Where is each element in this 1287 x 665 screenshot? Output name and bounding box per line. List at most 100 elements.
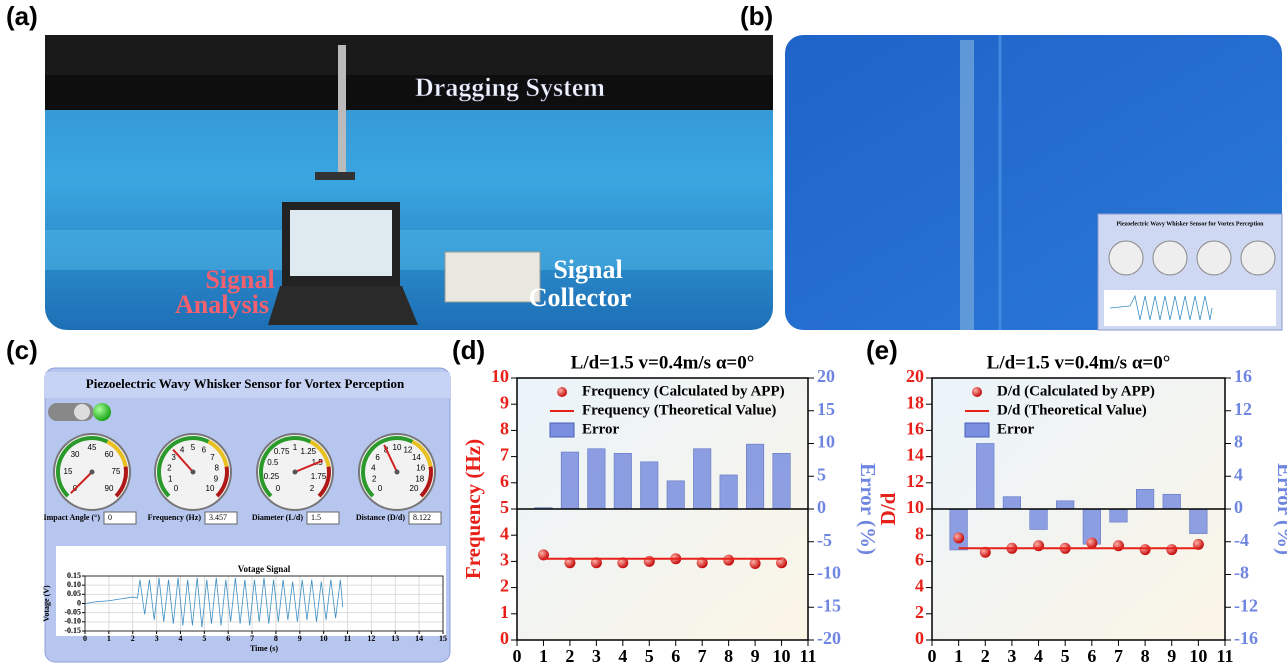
gauge-hub bbox=[191, 470, 196, 475]
scatter-point bbox=[1113, 540, 1124, 551]
panel-label: (c) bbox=[6, 335, 38, 365]
toggle-knob[interactable] bbox=[74, 404, 90, 420]
gauge-tick-label: 0 bbox=[174, 484, 179, 493]
scatter-point bbox=[1140, 544, 1151, 555]
y-tick-label: 6 bbox=[500, 471, 509, 491]
gauge-hub bbox=[90, 470, 95, 475]
gauge-tick-label: 90 bbox=[105, 484, 114, 493]
inset-gauge bbox=[1153, 241, 1187, 275]
scatter-point bbox=[644, 556, 655, 567]
photo-label: Signal bbox=[553, 255, 622, 284]
x-tick-label: 5 bbox=[645, 646, 654, 665]
gauge-tick-label: 20 bbox=[410, 484, 419, 493]
gauge-tick-label: 10 bbox=[393, 443, 402, 452]
x-tick-label: 8 bbox=[1141, 646, 1150, 665]
legend-symbol bbox=[965, 423, 989, 437]
gauge-tick-label: 15 bbox=[64, 467, 73, 476]
photo-b: Piezoelectric Wavy Whisker Sensor for Vo… bbox=[785, 35, 1282, 330]
gauge-tick-label: 0.25 bbox=[264, 472, 280, 481]
panel-label: (e) bbox=[866, 335, 898, 365]
y-axis-label: D/d bbox=[876, 492, 900, 525]
gauge-tick-label: 2 bbox=[372, 475, 377, 484]
y2-tick-label: -8 bbox=[1234, 563, 1249, 583]
gauge-tick-label: 4 bbox=[180, 446, 185, 455]
gauge-tick-label: 0.75 bbox=[274, 447, 290, 456]
y2-tick-label: 0 bbox=[1234, 497, 1243, 517]
laptop-base bbox=[268, 286, 418, 325]
y2-tick-label: 4 bbox=[1234, 464, 1243, 484]
x-tick-label: 6 bbox=[671, 646, 680, 665]
pole bbox=[338, 45, 346, 175]
gauge-value: 1.5 bbox=[311, 513, 321, 522]
y-tick-label: 0.05 bbox=[67, 589, 81, 598]
y-tick-label: 14 bbox=[906, 445, 924, 465]
scatter-point bbox=[1033, 540, 1044, 551]
x-tick-label: 2 bbox=[131, 634, 135, 643]
y-tick-label: 2 bbox=[915, 602, 924, 622]
x-tick-label: 5 bbox=[202, 634, 206, 643]
x-tick-label: 2 bbox=[565, 646, 574, 665]
y-axis-label: Frequency (Hz) bbox=[461, 439, 485, 579]
y-tick-label: 16 bbox=[906, 419, 924, 439]
water-surface bbox=[45, 230, 773, 270]
x-tick-label: 14 bbox=[415, 634, 423, 643]
error-bar bbox=[588, 449, 605, 509]
x-tick-label: 13 bbox=[391, 634, 399, 643]
rail bbox=[45, 75, 773, 110]
y-tick-label: 0.15 bbox=[67, 571, 81, 580]
gauge-tick-label: 45 bbox=[88, 443, 97, 452]
y-tick-label: 9 bbox=[500, 392, 509, 412]
x-tick-label: 10 bbox=[773, 646, 791, 665]
gauge-tick-label: 1 bbox=[293, 443, 298, 452]
scatter-point bbox=[723, 555, 734, 566]
y2-tick-label: -12 bbox=[1234, 595, 1258, 615]
photo-label: Dragging System bbox=[415, 73, 605, 102]
gauge-tick-label: 9 bbox=[214, 475, 219, 484]
y-tick-label: 0.10 bbox=[67, 580, 81, 589]
y2-axis-label: Error (%) bbox=[1273, 463, 1287, 555]
x-tick-label: 0 bbox=[928, 646, 937, 665]
collector-box bbox=[445, 252, 540, 302]
gauge-tick-label: 1.75 bbox=[311, 472, 327, 481]
error-bar bbox=[1190, 509, 1208, 534]
x-tick-label: 7 bbox=[1114, 646, 1123, 665]
error-bar bbox=[693, 449, 710, 509]
y-tick-label: 4 bbox=[500, 523, 509, 543]
x-tick-label: 8 bbox=[724, 646, 733, 665]
chart-title: L/d=1.5 v=0.4m/s α=0° bbox=[987, 352, 1171, 373]
y-tick-label: 1 bbox=[500, 602, 509, 622]
x-tick-label: 15 bbox=[439, 634, 447, 643]
y2-tick-label: 0 bbox=[817, 497, 826, 517]
y-tick-label: 0 bbox=[77, 598, 81, 607]
y2-tick-label: -16 bbox=[1234, 628, 1258, 648]
gauge-label: Diameter (L/d) bbox=[252, 513, 304, 522]
x-tick-label: 4 bbox=[618, 646, 627, 665]
gauge-tick-label: 75 bbox=[112, 467, 121, 476]
error-bar bbox=[667, 481, 684, 509]
y-tick-label: 6 bbox=[915, 550, 924, 570]
gauge-tick-label: 6 bbox=[202, 446, 207, 455]
y2-tick-label: 12 bbox=[1234, 399, 1252, 419]
legend-label: Frequency (Theoretical Value) bbox=[582, 402, 776, 418]
error-bar bbox=[720, 475, 737, 509]
gauge-tick-label: 10 bbox=[206, 484, 215, 493]
inset-plot bbox=[1104, 290, 1276, 326]
x-tick-label: 11 bbox=[344, 634, 352, 643]
y-tick-label: -0.10 bbox=[64, 617, 81, 626]
laptop-display bbox=[290, 210, 392, 276]
x-tick-label: 9 bbox=[751, 646, 760, 665]
y-tick-label: 0 bbox=[500, 628, 509, 648]
legend-symbol bbox=[550, 423, 574, 437]
x-tick-label: 1 bbox=[539, 646, 548, 665]
legend-label: Error bbox=[582, 421, 620, 437]
x-tick-label: 9 bbox=[1167, 646, 1176, 665]
y-tick-label: 12 bbox=[906, 471, 924, 491]
scatter-point bbox=[1086, 538, 1097, 549]
x-tick-label: 4 bbox=[178, 634, 182, 643]
y-axis-label: Votage (V) bbox=[42, 585, 51, 622]
y-tick-label: 8 bbox=[500, 419, 509, 439]
chart-title: Votage Signal bbox=[238, 564, 291, 574]
gauge-hub bbox=[293, 470, 298, 475]
error-bar bbox=[976, 444, 994, 510]
x-tick-label: 10 bbox=[1189, 646, 1207, 665]
